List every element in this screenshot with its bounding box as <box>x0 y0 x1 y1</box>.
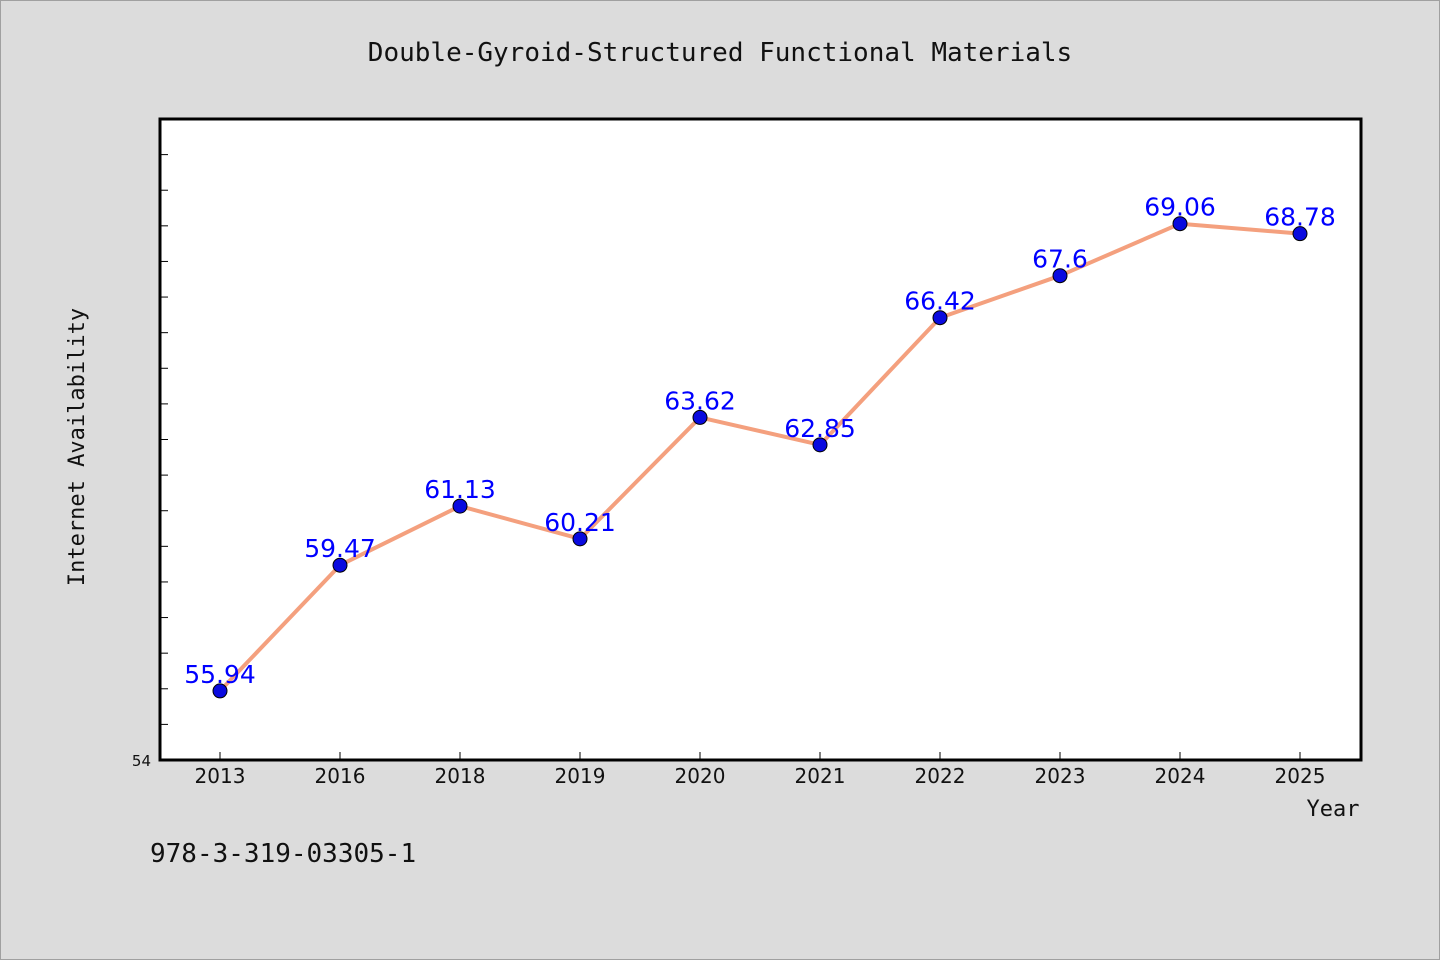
data-point <box>1052 268 1068 284</box>
data-point <box>692 409 708 425</box>
y-axis-ticks <box>160 154 168 725</box>
series-layer: 55.94 59.47 61.13 60.21 63.62 62.85 66.42 67.6 6… <box>184 193 1336 699</box>
x-tick-label: 2013 <box>195 764 246 788</box>
x-axis: 2013 2016 2018 2019 2020 2021 2022 2023 2024 2025 <box>195 752 1326 788</box>
x-tick-label: 2016 <box>315 764 366 788</box>
x-tick-label: 2022 <box>915 764 966 788</box>
data-label: 69.06 <box>1144 193 1216 222</box>
data-label: 63.62 <box>664 386 736 415</box>
data-point <box>572 531 588 547</box>
x-tick-label: 2019 <box>555 764 606 788</box>
x-tick-label: 2018 <box>435 764 486 788</box>
data-label: 59.47 <box>304 534 376 563</box>
data-label: 55.94 <box>184 660 256 689</box>
data-point <box>1172 216 1188 232</box>
x-tick-label: 2024 <box>1155 764 1206 788</box>
data-point <box>932 310 948 326</box>
isbn-footer: 978-3-319-03305-1 <box>150 839 416 869</box>
data-label: 60.21 <box>544 508 616 537</box>
data-point <box>1292 226 1308 242</box>
y-axis-label: Internet Availability <box>65 308 90 586</box>
data-point <box>212 683 228 699</box>
data-label: 67.6 <box>1032 245 1088 274</box>
x-tick-label: 2023 <box>1035 764 1086 788</box>
data-label: 61.13 <box>424 475 496 504</box>
chart-title: Double-Gyroid-Structured Functional Mate… <box>368 38 1072 68</box>
data-point <box>812 437 828 453</box>
data-label: 68.78 <box>1264 203 1336 232</box>
plot-area <box>158 117 1363 762</box>
x-axis-label: Year <box>1307 797 1360 822</box>
y-min-label: 54 <box>132 752 151 770</box>
series-line <box>218 221 1302 693</box>
x-tick-label: 2025 <box>1275 764 1326 788</box>
data-label: 62.85 <box>784 414 856 443</box>
data-point <box>452 498 468 514</box>
data-label: 66.42 <box>904 287 976 316</box>
x-tick-label: 2021 <box>795 764 846 788</box>
x-tick-label: 2020 <box>675 764 726 788</box>
data-point <box>332 557 348 573</box>
